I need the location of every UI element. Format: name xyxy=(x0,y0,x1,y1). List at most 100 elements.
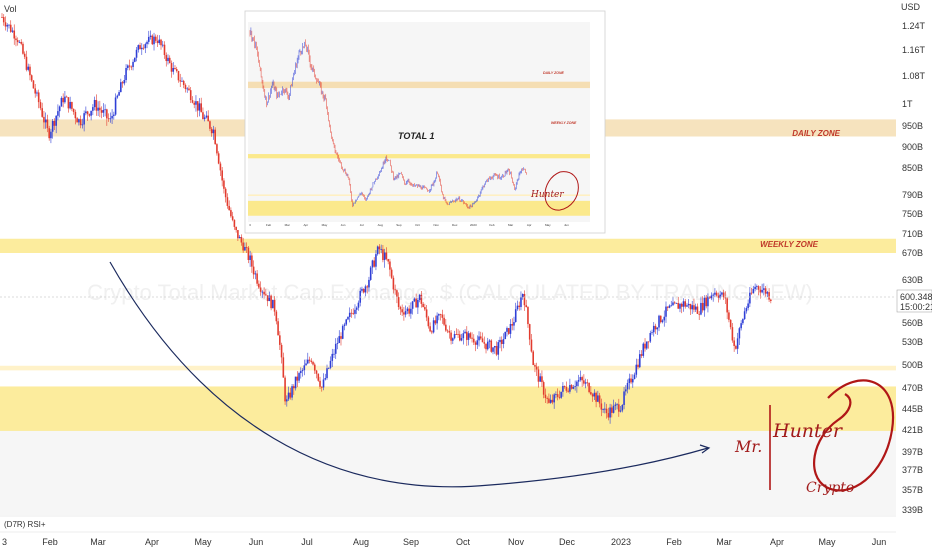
candle-body xyxy=(525,305,528,308)
candle-body xyxy=(67,97,70,109)
currency-label: USD xyxy=(901,2,921,12)
candle-body xyxy=(486,341,489,350)
candle-body xyxy=(743,311,746,320)
candle-body xyxy=(196,101,199,111)
candle-body xyxy=(233,219,236,227)
candle-body xyxy=(88,114,91,116)
inset-title: TOTAL 1 xyxy=(398,131,435,141)
candle-body xyxy=(99,107,101,111)
candle-body xyxy=(305,363,307,366)
candle-body xyxy=(434,320,437,324)
candle-body xyxy=(252,266,255,275)
candle-body xyxy=(450,332,452,341)
candle-body xyxy=(230,210,232,217)
candle-body xyxy=(334,343,337,354)
candle-body xyxy=(507,328,510,334)
candle-body xyxy=(279,335,281,345)
candle-body xyxy=(715,292,718,296)
candle-body xyxy=(81,124,84,126)
candle-body xyxy=(78,119,80,123)
candle-body xyxy=(415,298,417,308)
candle-body xyxy=(766,292,769,294)
candle-body xyxy=(72,108,75,112)
candle-body xyxy=(93,99,96,108)
candle-body xyxy=(701,302,704,311)
candle-body xyxy=(193,102,196,105)
candle-body xyxy=(457,334,459,335)
candle-body xyxy=(432,320,435,333)
candle-body xyxy=(686,305,688,307)
candle-body xyxy=(558,396,561,398)
candle-body xyxy=(446,330,449,332)
candle-body xyxy=(462,333,465,339)
candle-body xyxy=(382,249,384,261)
candle-body xyxy=(387,259,389,262)
candle-body xyxy=(355,307,358,310)
candle-body xyxy=(476,340,479,345)
candle-body xyxy=(375,254,377,267)
x-tick-label: Mar xyxy=(90,537,106,547)
x-tick-label: Mar xyxy=(716,537,732,547)
candle-body xyxy=(74,111,77,119)
candle-body xyxy=(9,24,12,32)
candle-body xyxy=(607,413,610,418)
candle-body xyxy=(630,378,632,383)
candle-body xyxy=(151,35,154,45)
candle-body xyxy=(312,361,314,365)
y-tick-label: 377B xyxy=(902,465,923,475)
candle-body xyxy=(677,303,680,309)
zone-band xyxy=(0,238,896,253)
candle-body xyxy=(303,365,306,371)
candle-body xyxy=(364,286,367,293)
x-tick-label: Jul xyxy=(301,537,313,547)
price-scale[interactable] xyxy=(896,0,932,550)
candle-body xyxy=(556,394,559,397)
candle-body xyxy=(212,129,215,134)
candle-body xyxy=(719,294,721,298)
candle-body xyxy=(420,294,423,304)
candle-body xyxy=(712,294,714,296)
candle-body xyxy=(209,121,211,129)
candle-body xyxy=(478,336,480,341)
signature-crypto: Crypto xyxy=(806,480,854,496)
candle-body xyxy=(640,354,643,356)
y-tick-label: 560B xyxy=(902,318,923,328)
candle-body xyxy=(707,296,709,307)
candle-body xyxy=(694,306,697,310)
candle-body xyxy=(439,314,442,315)
candle-body xyxy=(132,61,134,67)
candle-body xyxy=(135,49,138,58)
candle-body xyxy=(202,112,204,120)
candle-body xyxy=(53,120,56,126)
candle-body xyxy=(569,385,571,392)
candle-body xyxy=(675,303,678,304)
x-tick-label: May xyxy=(194,537,212,547)
candle-body xyxy=(172,67,175,72)
candle-body xyxy=(79,119,82,126)
candle-body xyxy=(413,298,416,302)
candle-body xyxy=(317,373,320,381)
candle-body xyxy=(455,334,458,335)
candle-body xyxy=(598,395,601,404)
candle-body xyxy=(100,110,103,113)
candle-body xyxy=(763,288,765,290)
candle-body xyxy=(272,299,274,309)
candle-body xyxy=(175,69,178,72)
candle-body xyxy=(235,226,237,231)
candle-body xyxy=(333,353,335,355)
candle-body xyxy=(163,44,166,56)
candle-body xyxy=(424,307,426,310)
candle-body xyxy=(521,293,524,297)
candle-body xyxy=(605,408,608,414)
signature-logo: Mr. Hunter Crypto xyxy=(734,379,895,496)
candle-body xyxy=(95,99,98,111)
inset-chart: TOTAL 1 WEEKLY ZONE DAILY ZONE 3 Feb Mar Ap… xyxy=(244,10,606,234)
candle-body xyxy=(142,47,145,49)
candle-body xyxy=(593,392,596,397)
indicator-label[interactable]: (D7R) RSI+ xyxy=(4,520,46,529)
candle-body xyxy=(539,376,541,382)
candle-body xyxy=(754,286,756,290)
inset-x-tick: May xyxy=(322,223,328,227)
candle-body xyxy=(673,302,676,304)
